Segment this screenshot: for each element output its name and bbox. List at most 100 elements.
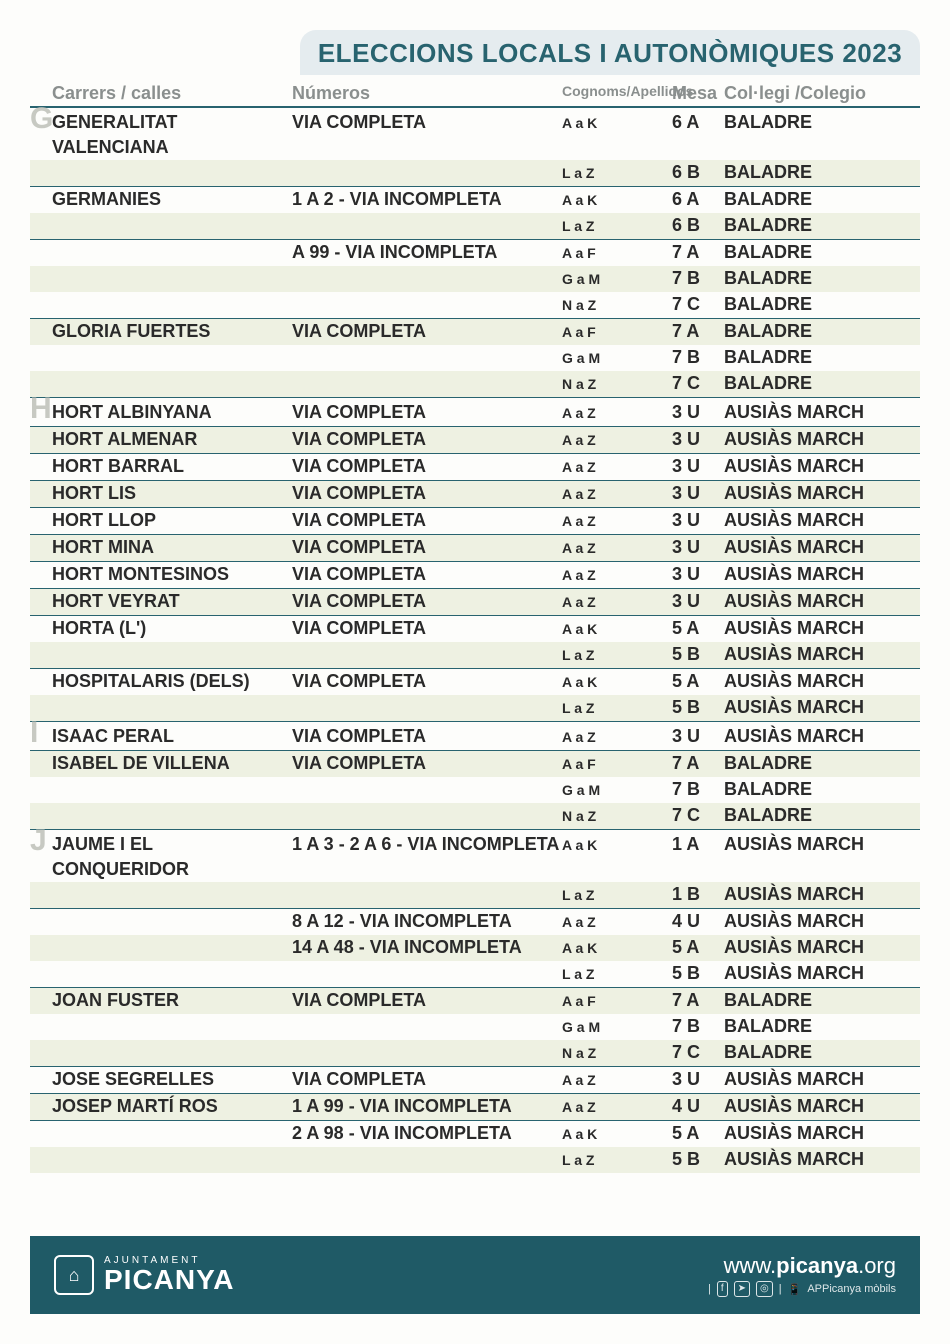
cell-num: VIA COMPLETA — [292, 724, 562, 749]
cell-col: BALADRE — [724, 803, 920, 828]
facebook-icon: f — [717, 1281, 728, 1297]
cell-letter: H — [30, 398, 52, 420]
cell-num: VIA COMPLETA — [292, 988, 562, 1013]
cell-mesa: 7 C — [672, 1040, 724, 1065]
cell-mesa: 6 B — [672, 160, 724, 185]
cell-letter: I — [30, 722, 52, 744]
table-row: G a M7 BBALADRE — [30, 266, 920, 292]
cell-mesa: 3 U — [672, 481, 724, 506]
footer-right: www.picanya.org | f ➤ ◎ | 📱 APPicanya mò… — [708, 1253, 896, 1297]
table-row: G a M7 BBALADRE — [30, 777, 920, 803]
table-row: N a Z7 CBALADRE — [30, 371, 920, 397]
footer-url: www.picanya.org — [708, 1253, 896, 1279]
table-row: HOSPITALARIS (DELS)VIA COMPLETAA a K5 AA… — [30, 668, 920, 695]
cell-mesa: 1 B — [672, 882, 724, 907]
table-row: HORT LLOPVIA COMPLETAA a Z3 UAUSIÀS MARC… — [30, 507, 920, 534]
cell-col: AUSIÀS MARCH — [724, 832, 920, 857]
cell-num: 14 A 48 - VIA INCOMPLETA — [292, 935, 562, 960]
title-bar: ELECCIONS LOCALS I AUTONÒMIQUES 2023 — [300, 30, 920, 75]
cell-num: A 99 - VIA INCOMPLETA — [292, 240, 562, 265]
table-row: N a Z7 CBALADRE — [30, 803, 920, 829]
cell-cog: A a K — [562, 1122, 672, 1147]
cell-street: HORT VEYRAT — [52, 589, 292, 614]
table-row: JJAUME I EL CONQUERIDOR1 A 3 - 2 A 6 - V… — [30, 829, 920, 882]
cell-cog: A a Z — [562, 509, 672, 534]
cell-num: VIA COMPLETA — [292, 669, 562, 694]
cell-mesa: 5 B — [672, 695, 724, 720]
cell-num: VIA COMPLETA — [292, 616, 562, 641]
cell-cog: A a K — [562, 188, 672, 213]
page-title: ELECCIONS LOCALS I AUTONÒMIQUES 2023 — [300, 38, 920, 69]
cell-num: 8 A 12 - VIA INCOMPLETA — [292, 909, 562, 934]
brand-text: AJUNTAMENT PICANYA — [104, 1256, 234, 1294]
cell-cog: N a Z — [562, 372, 672, 397]
cell-mesa: 7 C — [672, 292, 724, 317]
cell-col: BALADRE — [724, 292, 920, 317]
cell-street: JAUME I EL CONQUERIDOR — [52, 832, 292, 882]
cell-col: BALADRE — [724, 266, 920, 291]
cell-cog: A a Z — [562, 401, 672, 426]
cell-street: ISAAC PERAL — [52, 724, 292, 749]
cell-street: HOSPITALARIS (DELS) — [52, 669, 292, 694]
table-row: JOSEP MARTÍ ROS1 A 99 - VIA INCOMPLETAA … — [30, 1093, 920, 1120]
table-row: 8 A 12 - VIA INCOMPLETAA a Z4 UAUSIÀS MA… — [30, 908, 920, 935]
cell-col: BALADRE — [724, 345, 920, 370]
table-row: GERMANIES1 A 2 - VIA INCOMPLETAA a K6 AB… — [30, 186, 920, 213]
cell-mesa: 5 B — [672, 1147, 724, 1172]
cell-mesa: 4 U — [672, 1094, 724, 1119]
cell-col: BALADRE — [724, 187, 920, 212]
header-letter — [30, 83, 52, 104]
cell-street: HORT MONTESINOS — [52, 562, 292, 587]
cell-cog: L a Z — [562, 1148, 672, 1173]
cell-cog: A a Z — [562, 1095, 672, 1120]
cell-cog: L a Z — [562, 214, 672, 239]
table-row: A 99 - VIA INCOMPLETAA a F7 ABALADRE — [30, 239, 920, 266]
cell-col: AUSIÀS MARCH — [724, 400, 920, 425]
cell-letter: G — [30, 108, 52, 130]
table-row: L a Z1 BAUSIÀS MARCH — [30, 882, 920, 908]
cell-cog: A a K — [562, 670, 672, 695]
instagram-icon: ◎ — [756, 1281, 773, 1297]
table-row: 2 A 98 - VIA INCOMPLETAA a K5 AAUSIÀS MA… — [30, 1120, 920, 1147]
cell-cog: L a Z — [562, 962, 672, 987]
cell-cog: A a F — [562, 320, 672, 345]
cell-street: JOSE SEGRELLES — [52, 1067, 292, 1092]
app-icon: 📱 — [788, 1283, 802, 1296]
cell-mesa: 7 B — [672, 345, 724, 370]
cell-num: 1 A 99 - VIA INCOMPLETA — [292, 1094, 562, 1119]
cell-cog: A a Z — [562, 536, 672, 561]
cell-mesa: 3 U — [672, 562, 724, 587]
cell-num: 2 A 98 - VIA INCOMPLETA — [292, 1121, 562, 1146]
cell-cog: A a Z — [562, 455, 672, 480]
cell-col: AUSIÀS MARCH — [724, 535, 920, 560]
cell-col: AUSIÀS MARCH — [724, 1147, 920, 1172]
cell-num: VIA COMPLETA — [292, 751, 562, 776]
cell-cog: A a Z — [562, 590, 672, 615]
table-row: HORT MINAVIA COMPLETAA a Z3 UAUSIÀS MARC… — [30, 534, 920, 561]
table-row: HORT LISVIA COMPLETAA a Z3 UAUSIÀS MARCH — [30, 480, 920, 507]
twitter-icon: ➤ — [734, 1281, 750, 1297]
cell-cog: A a K — [562, 617, 672, 642]
cell-col: BALADRE — [724, 988, 920, 1013]
cell-mesa: 3 U — [672, 724, 724, 749]
table-row: L a Z5 BAUSIÀS MARCH — [30, 961, 920, 987]
cell-mesa: 7 C — [672, 803, 724, 828]
cell-mesa: 3 U — [672, 508, 724, 533]
cell-cog: A a F — [562, 241, 672, 266]
header-surnames: Cognoms/Apellidos — [562, 83, 672, 104]
cell-mesa: 5 A — [672, 616, 724, 641]
cell-street: HORTA (L') — [52, 616, 292, 641]
table-row: HORT BARRALVIA COMPLETAA a Z3 UAUSIÀS MA… — [30, 453, 920, 480]
cell-cog: L a Z — [562, 161, 672, 186]
cell-mesa: 6 B — [672, 213, 724, 238]
cell-street: ISABEL DE VILLENA — [52, 751, 292, 776]
cell-num: 1 A 3 - 2 A 6 - VIA INCOMPLETA — [292, 832, 562, 857]
cell-col: AUSIÀS MARCH — [724, 481, 920, 506]
cell-mesa: 3 U — [672, 535, 724, 560]
cell-cog: L a Z — [562, 696, 672, 721]
crest-icon: ⌂ — [54, 1255, 94, 1295]
table-row: ISABEL DE VILLENAVIA COMPLETAA a F7 ABAL… — [30, 750, 920, 777]
table-row: JOSE SEGRELLESVIA COMPLETAA a Z3 UAUSIÀS… — [30, 1066, 920, 1093]
cell-mesa: 3 U — [672, 1067, 724, 1092]
cell-col: AUSIÀS MARCH — [724, 724, 920, 749]
